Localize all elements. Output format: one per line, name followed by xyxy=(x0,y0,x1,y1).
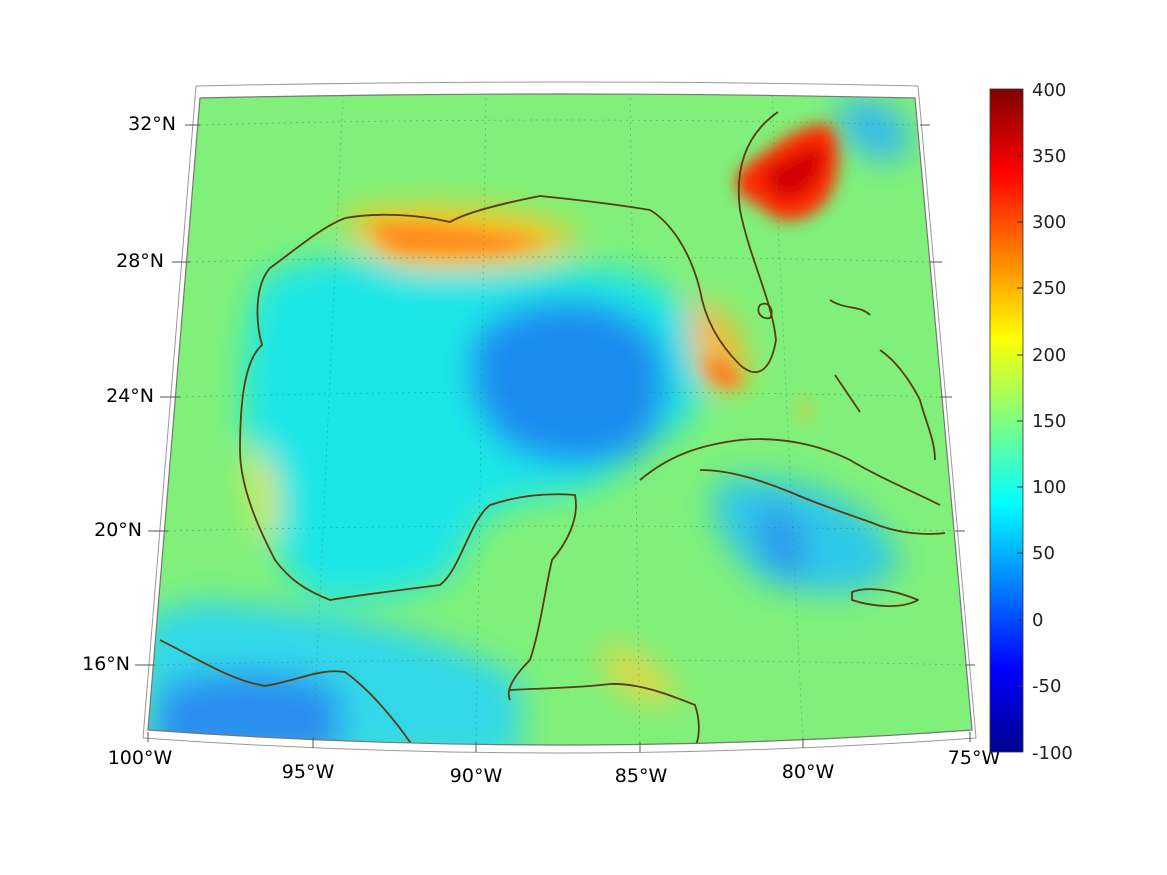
lon-label-85w: 85°W xyxy=(615,765,668,787)
lat-label-24n: 24°N xyxy=(106,385,154,407)
coastlines xyxy=(159,111,946,745)
graticule xyxy=(154,94,966,745)
colorbar-label-50: 50 xyxy=(1032,543,1055,564)
lat-label-20n: 20°N xyxy=(94,519,142,541)
colorbar-label-0: 0 xyxy=(1032,610,1043,631)
colorbar-label-150: 150 xyxy=(1032,411,1066,432)
colorbar-label-minus100: -100 xyxy=(1032,743,1073,764)
cuba-coast xyxy=(639,438,941,506)
lat-label-32n: 32°N xyxy=(128,113,176,135)
colorbar-label-400: 400 xyxy=(1032,80,1066,101)
gulf-coast xyxy=(344,111,779,373)
map-frame xyxy=(147,93,973,746)
colorbar-label-100: 100 xyxy=(1032,477,1066,498)
lat-label-28n: 28°N xyxy=(116,250,164,272)
colorbar-label-250: 250 xyxy=(1032,278,1066,299)
colorbar-label-350: 350 xyxy=(1032,146,1066,167)
lon-label-90w: 90°W xyxy=(450,765,503,787)
colorbar-label-300: 300 xyxy=(1032,212,1066,233)
map-field xyxy=(148,94,972,745)
lon-label-95w: 95°W xyxy=(282,761,335,783)
lon-label-100w: 100°W xyxy=(108,747,173,769)
jamaica-coast xyxy=(851,588,919,607)
axis-ticks xyxy=(135,124,975,752)
colorbar-ticks xyxy=(1017,155,1023,687)
lon-label-80w: 80°W xyxy=(782,761,835,783)
lon-label-75w: 75°W xyxy=(948,747,1001,769)
colorbar-label-minus50: -50 xyxy=(1032,676,1061,697)
deep-blue-field xyxy=(469,300,669,464)
lat-label-16n: 16°N xyxy=(82,653,130,675)
colorbar-label-200: 200 xyxy=(1032,345,1066,366)
